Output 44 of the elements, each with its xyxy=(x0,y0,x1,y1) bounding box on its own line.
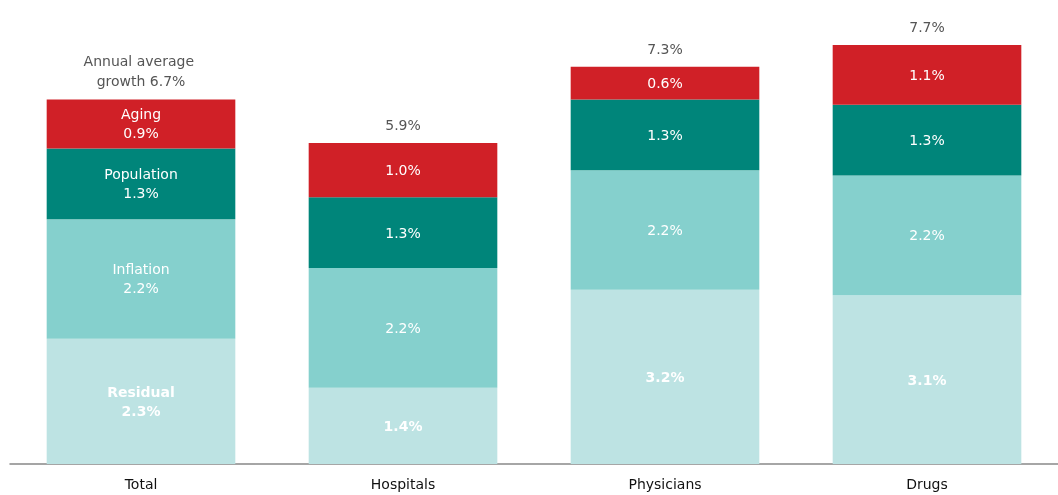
data-label: 0.6% xyxy=(647,75,683,92)
data-label: 0.9% xyxy=(123,125,159,142)
bar xyxy=(308,268,498,388)
data-label: 1.3% xyxy=(385,224,421,241)
data-label: 2.2% xyxy=(909,227,945,244)
bar xyxy=(46,148,236,220)
bar xyxy=(832,104,1022,176)
data-label: 3.2% xyxy=(645,368,685,385)
bar xyxy=(308,387,498,464)
bar xyxy=(46,99,236,149)
bar xyxy=(832,295,1022,464)
data-label: 1.3% xyxy=(123,185,159,202)
data-label: 1.3% xyxy=(909,132,945,149)
data-label: 1.4% xyxy=(383,417,423,434)
x-tick-label: Hospitals xyxy=(370,476,436,492)
series-label: Aging xyxy=(120,106,162,123)
data-label: 3.1% xyxy=(907,371,947,388)
total-label: 5.9% xyxy=(385,116,421,133)
data-label: 1.1% xyxy=(909,66,945,83)
series-label: Residual xyxy=(107,383,175,400)
bar xyxy=(46,219,236,339)
x-tick-label: Drugs xyxy=(906,476,948,492)
bar xyxy=(308,197,498,269)
data-label: 1.3% xyxy=(647,126,683,143)
data-label: 2.2% xyxy=(385,319,421,336)
bar xyxy=(570,289,760,464)
series-label: Inflation xyxy=(112,261,170,278)
bar xyxy=(832,45,1022,105)
bar xyxy=(46,338,236,464)
data-label: 1.0% xyxy=(385,162,421,179)
x-tick-label: Physicians xyxy=(628,476,702,492)
x-tick-label: Total xyxy=(123,476,158,492)
bar xyxy=(308,142,498,198)
total-label: Annual average growth 6.7% xyxy=(83,53,199,90)
bar xyxy=(570,99,760,171)
series-label: Population xyxy=(104,166,178,183)
bar xyxy=(570,170,760,290)
data-label: 2.2% xyxy=(647,222,683,239)
total-label: 7.7% xyxy=(909,19,945,35)
bar xyxy=(570,66,760,100)
data-label: 2.2% xyxy=(123,280,159,297)
bar xyxy=(832,175,1022,296)
data-label: 2.3% xyxy=(121,402,161,419)
total-label: 7.3% xyxy=(647,40,683,57)
